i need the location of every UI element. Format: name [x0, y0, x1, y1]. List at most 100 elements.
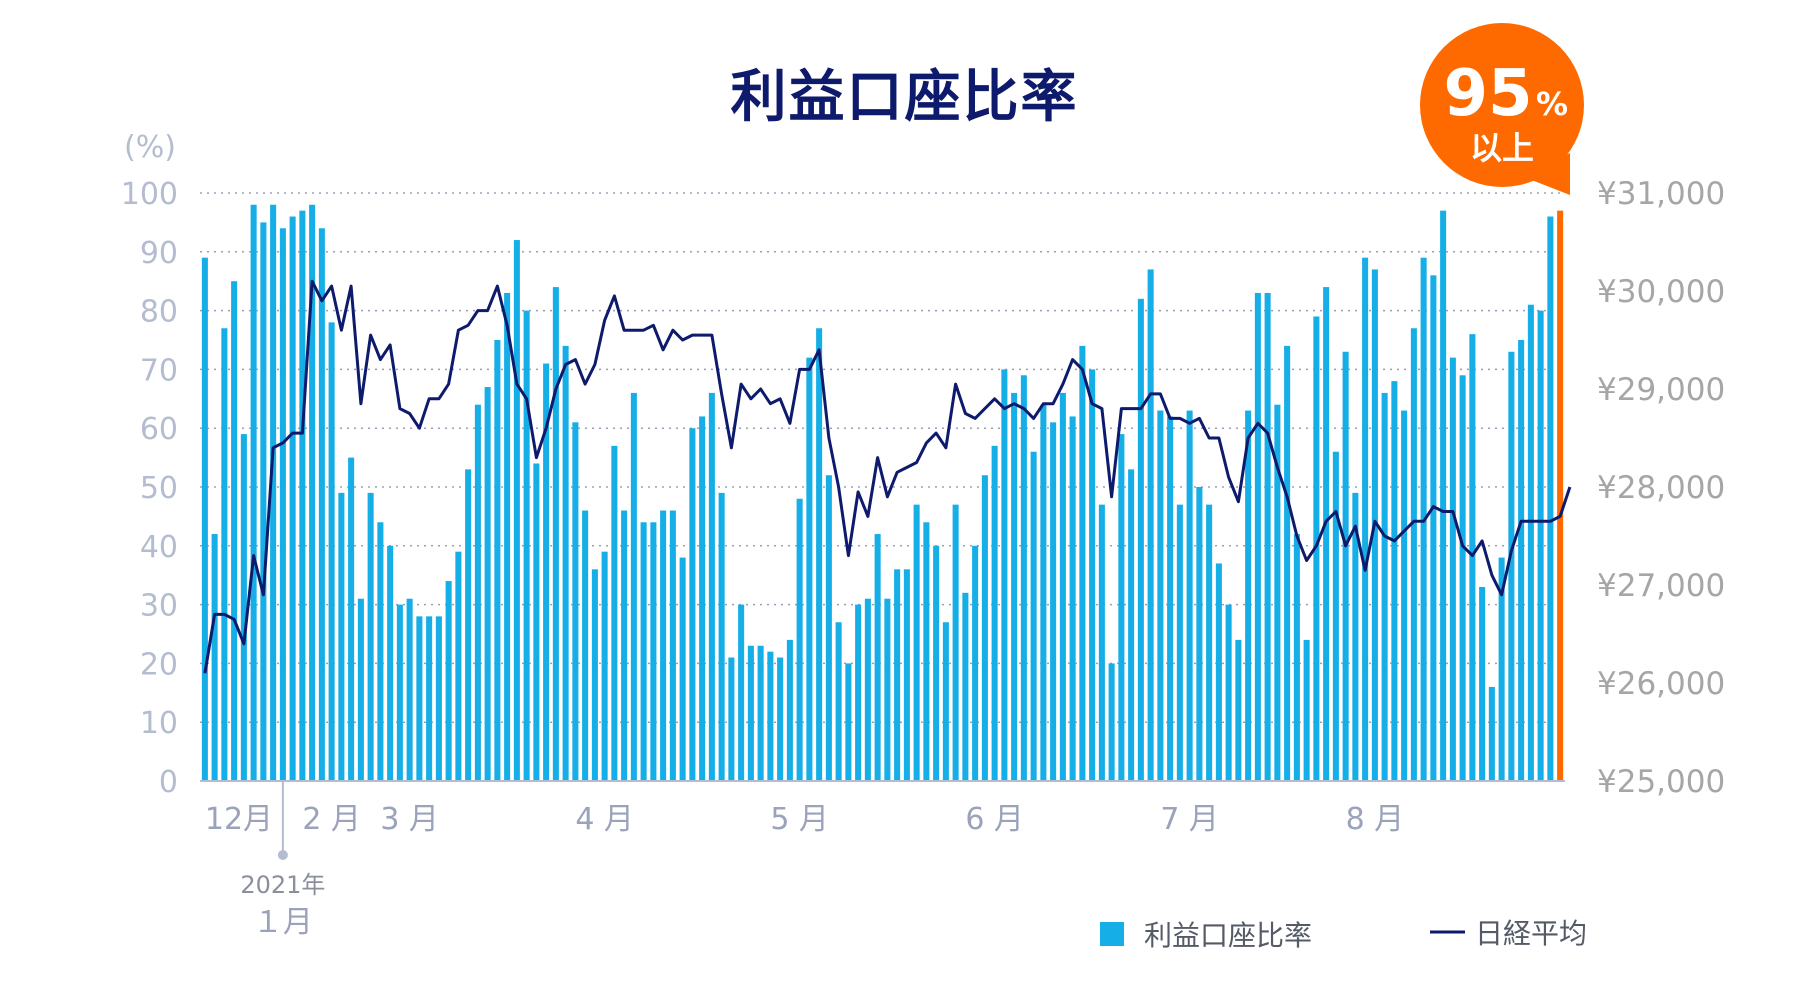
- bar: [426, 616, 433, 781]
- chart-title: 利益口座比率: [730, 65, 1079, 130]
- bar: [1215, 563, 1222, 781]
- bar: [328, 322, 335, 781]
- right-tick-label: ¥25,000: [1597, 764, 1725, 800]
- bar: [1410, 328, 1417, 781]
- bar: [504, 292, 511, 781]
- bar: [933, 545, 940, 781]
- bar: [338, 492, 345, 781]
- bar: [630, 392, 637, 781]
- bar: [1479, 586, 1486, 781]
- bar: [689, 428, 696, 781]
- bar: [699, 416, 706, 781]
- bar: [1440, 210, 1447, 781]
- bar: [484, 387, 491, 781]
- bar: [1430, 275, 1437, 781]
- bar: [728, 657, 735, 781]
- bar: [923, 522, 930, 781]
- bar: [377, 522, 384, 781]
- month-label: 7 月: [1160, 802, 1219, 837]
- bar: [1342, 351, 1349, 781]
- bar: [231, 281, 238, 781]
- bar: [621, 510, 628, 781]
- bar: [221, 328, 228, 781]
- right-tick-label: ¥28,000: [1597, 470, 1725, 506]
- bar: [777, 657, 784, 781]
- bar: [786, 639, 793, 781]
- month-label: 4 月: [575, 802, 634, 837]
- bar: [1352, 492, 1359, 781]
- grid-lines: [200, 192, 1565, 723]
- bar: [1206, 504, 1213, 781]
- bar: [591, 569, 598, 781]
- bar-series: [201, 204, 1564, 782]
- nikkei-line: [203, 279, 1572, 674]
- bar: [1069, 416, 1076, 781]
- bar: [1508, 351, 1515, 781]
- bar: [972, 545, 979, 781]
- bar: [952, 504, 959, 781]
- bar: [1254, 292, 1261, 781]
- bar: [1030, 451, 1037, 781]
- callout-circle: [1420, 23, 1584, 187]
- bar: [962, 592, 969, 781]
- bar: [543, 363, 550, 781]
- right-tick-label: ¥26,000: [1597, 666, 1725, 702]
- left-tick-label: 20: [140, 647, 178, 682]
- bar: [611, 445, 618, 781]
- bar: [201, 257, 208, 781]
- bar: [1001, 369, 1008, 781]
- bar: [1196, 487, 1203, 781]
- bar: [767, 651, 774, 781]
- year-marker-year: 2021年: [240, 871, 325, 899]
- bar: [738, 604, 745, 781]
- x-axis: 12月 2 月 3 月 4 月 5 月 6 月 7 月 8 月 2021年 １月: [200, 780, 1565, 940]
- legend-label-bars: 利益口座比率: [1144, 919, 1312, 952]
- callout-pointer: [1524, 153, 1570, 195]
- bar: [387, 545, 394, 781]
- year-marker-month: １月: [253, 905, 313, 940]
- month-label: 5 月: [770, 802, 829, 837]
- bar: [299, 210, 306, 781]
- bar: [1264, 292, 1271, 781]
- bar: [660, 510, 667, 781]
- bar: [718, 492, 725, 781]
- bar: [913, 504, 920, 781]
- bar: [445, 581, 452, 781]
- bar: [1527, 304, 1534, 781]
- left-tick-label: 0: [159, 765, 178, 800]
- left-tick-label: 100: [121, 177, 178, 212]
- legend-swatch-bars: [1100, 922, 1124, 946]
- bar: [309, 204, 316, 781]
- bar: [1235, 639, 1242, 781]
- bar: [864, 598, 871, 781]
- bar: [465, 469, 472, 781]
- bar: [1449, 357, 1456, 781]
- bar: [279, 228, 286, 781]
- bar: [260, 222, 267, 781]
- bar: [250, 204, 257, 781]
- callout-badge: 95 %以上: [1420, 23, 1584, 195]
- bar: [572, 422, 579, 781]
- bar: [1050, 422, 1057, 781]
- left-tick-label: 30: [140, 589, 178, 624]
- bar: [942, 622, 949, 781]
- callout-suffix: 以上: [1470, 129, 1534, 167]
- bar: [1079, 345, 1086, 781]
- bar: [1186, 410, 1193, 781]
- month-label: 12月: [205, 802, 273, 837]
- bar: [991, 445, 998, 781]
- bar: [884, 598, 891, 781]
- bar: [903, 569, 910, 781]
- bar: [494, 340, 501, 781]
- bar: [416, 616, 423, 781]
- bar: [816, 328, 823, 781]
- left-axis-unit: (%): [124, 130, 176, 165]
- bar: [582, 510, 589, 781]
- bar: [757, 645, 764, 781]
- right-axis-ticks: ¥25,000 ¥26,000 ¥27,000 ¥28,000 ¥29,000 ¥30,0…: [1597, 176, 1725, 800]
- bar: [1303, 639, 1310, 781]
- bar: [1401, 410, 1408, 781]
- bar: [669, 510, 676, 781]
- bar: [845, 663, 852, 781]
